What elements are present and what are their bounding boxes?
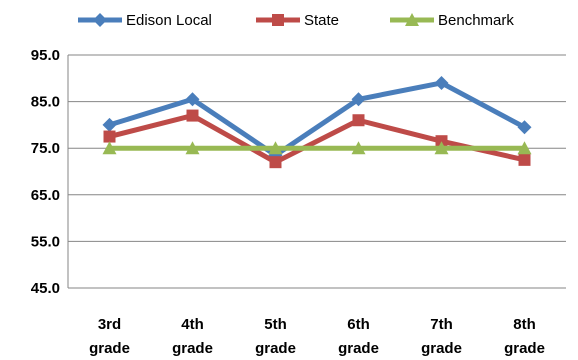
legend: Edison Local State Benchmark [78, 12, 514, 29]
data-point-edison-local [351, 92, 366, 107]
legend-label: Edison Local [126, 12, 212, 29]
data-point-edison-local [517, 120, 532, 135]
series-state [103, 109, 531, 169]
data-point-benchmark [268, 141, 283, 155]
x-category-label: 6th grade [338, 316, 379, 357]
data-point-state [269, 156, 282, 169]
x-axis-category-labels: 3rd grade 4th grade 5th grade 6th grade 7th grade… [89, 316, 545, 357]
legend-marker [405, 13, 419, 26]
data-point-state [518, 153, 531, 166]
data-point-state [103, 130, 116, 143]
x-category-label: 5th grade [255, 316, 296, 357]
data-point-benchmark [517, 141, 532, 155]
gridlines [67, 54, 566, 289]
y-tick-label: 95.0 [31, 47, 60, 64]
y-tick-label: 65.0 [31, 187, 60, 204]
x-category-label: 8th grade [504, 316, 545, 357]
data-point-state [186, 109, 199, 122]
data-point-state [352, 114, 365, 127]
y-tick-label: 75.0 [31, 140, 60, 157]
series-line-edison-local [107, 80, 527, 158]
data-point-edison-local [434, 75, 449, 90]
y-tick-label: 55.0 [31, 233, 60, 250]
legend-item-state: State [256, 12, 339, 29]
series-lines [102, 75, 532, 169]
legend-marker [93, 13, 107, 27]
x-category-label: 4th grade [172, 316, 213, 357]
series-benchmark [102, 141, 532, 155]
legend-label: State [304, 12, 339, 29]
y-tick-label: 85.0 [31, 94, 60, 111]
y-axis-tick-labels: 45.0 55.0 65.0 75.0 85.0 95.0 [31, 47, 60, 297]
series-line-state [107, 113, 527, 165]
data-point-benchmark [434, 141, 449, 155]
data-point-benchmark [102, 141, 117, 155]
legend-label: Benchmark [438, 12, 514, 29]
y-tick-label: 45.0 [31, 280, 60, 297]
data-point-edison-local [185, 92, 200, 107]
legend-item-edison-local: Edison Local [78, 12, 212, 29]
x-category-label: 7th grade [421, 316, 462, 357]
data-point-edison-local [102, 117, 117, 132]
x-category-label: 3rd grade [89, 316, 130, 357]
data-point-benchmark [185, 141, 200, 155]
legend-marker [272, 14, 284, 26]
series-edison-local [102, 75, 532, 163]
legend-item-benchmark: Benchmark [390, 12, 514, 29]
data-point-benchmark [351, 141, 366, 155]
